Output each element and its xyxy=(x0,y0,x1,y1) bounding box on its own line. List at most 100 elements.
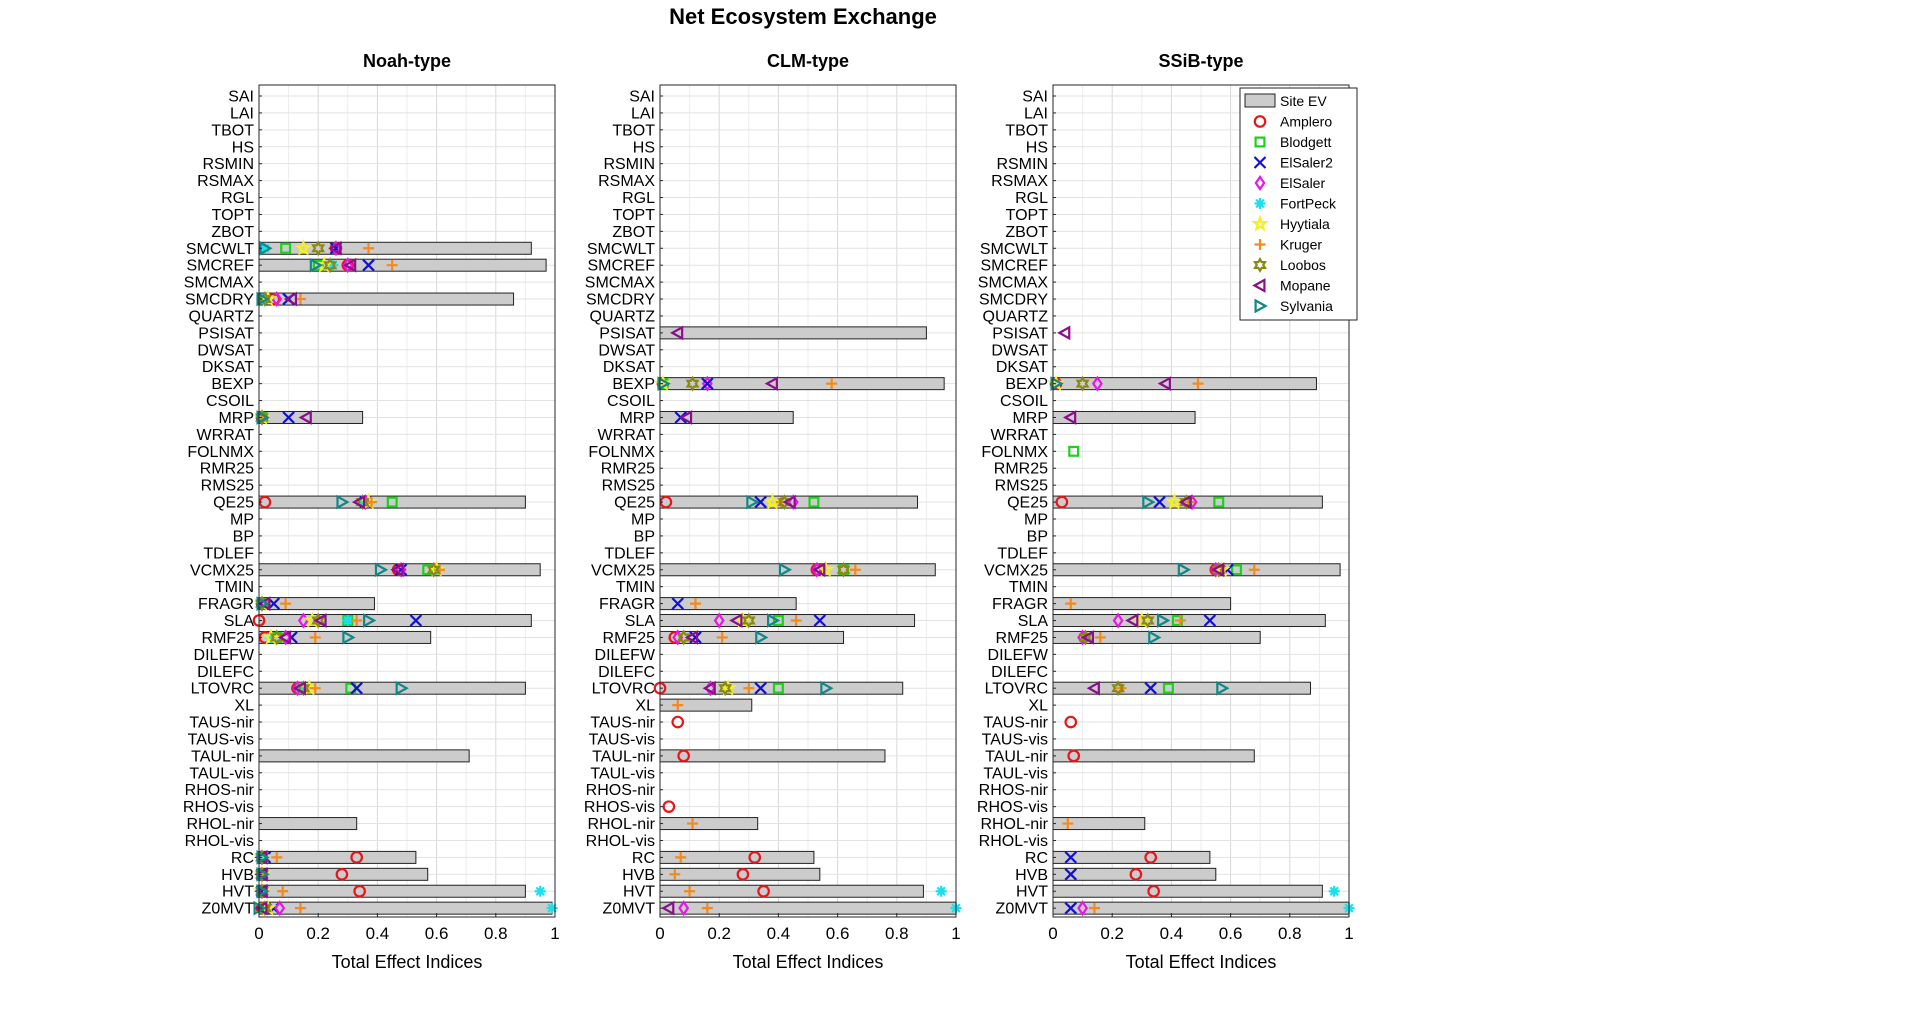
y-tick-label-dilefw: DILEFW xyxy=(194,647,255,664)
figure-title: Net Ecosystem Exchange xyxy=(669,4,937,29)
x-tick-label: 0.8 xyxy=(484,924,508,943)
legend-label-blodgett: Blodgett xyxy=(1280,134,1331,150)
marker-kruger-sla xyxy=(1174,615,1186,627)
y-tick-label-hvt: HVT xyxy=(222,884,254,901)
x-axis-label: Total Effect Indices xyxy=(733,952,884,972)
marker-kruger-sla xyxy=(351,615,363,627)
marker-blodgett-qe25 xyxy=(386,496,398,508)
marker-sylvania-bexp xyxy=(1050,376,1064,392)
y-tick-label-wrrat: WRRAT xyxy=(197,427,255,444)
marker-elsaler-sla xyxy=(1112,612,1124,629)
axes-frame xyxy=(258,84,556,918)
y-tick-label-topt: TOPT xyxy=(1006,207,1049,224)
panel-title: SSiB-type xyxy=(1158,51,1243,71)
marker-amplero-hvt xyxy=(1147,884,1160,898)
y-tick-label-bexp: BEXP xyxy=(1005,376,1048,393)
axes-frame xyxy=(1052,84,1350,918)
marker-kruger-rhol-nir xyxy=(687,818,699,830)
y-tick-label-topt: TOPT xyxy=(613,207,656,224)
y-tick-label-mp: MP xyxy=(230,512,254,529)
marker-kruger-rmf25 xyxy=(309,631,321,643)
marker-amplero-hvb xyxy=(1129,867,1143,881)
marker-elsaler-bexp xyxy=(1091,375,1103,392)
y-tick-label-rc: RC xyxy=(632,850,655,867)
marker-elsaler2-sla xyxy=(1203,614,1217,627)
y-tick-label-ltovrc: LTOVRC xyxy=(191,681,254,698)
marker-blodgett-folnmx xyxy=(1068,445,1080,457)
y-tick-label-dksat: DKSAT xyxy=(202,359,254,376)
legend-marker-elsaler xyxy=(1254,174,1266,192)
y-tick-label-mp: MP xyxy=(1024,512,1048,529)
site-markers xyxy=(653,325,962,917)
x-tick-label: 0.8 xyxy=(885,924,909,943)
bar-smcref xyxy=(258,258,547,272)
marker-mopane-smcdry xyxy=(283,291,298,307)
y-tick-label-rhos-vis: RHOS-vis xyxy=(584,799,655,816)
bar-vcmx25 xyxy=(659,563,936,577)
marker-mopane-ltovrc xyxy=(292,680,306,696)
marker-kruger-smcref xyxy=(386,259,398,271)
y-tick-label-topt: TOPT xyxy=(212,207,255,224)
y-tick-label-xl: XL xyxy=(234,698,254,715)
y-tick-label-smcdry: SMCDRY xyxy=(586,292,655,309)
marker-mopane-z0mvt xyxy=(661,900,675,916)
y-tick-label-ltovrc: LTOVRC xyxy=(592,681,655,698)
marker-sylvania-rc xyxy=(256,850,270,865)
x-tick-label: 0.8 xyxy=(1278,924,1302,943)
y-tick-label-qe25: QE25 xyxy=(213,495,254,512)
y-tick-label-rhol-nir: RHOL-nir xyxy=(980,816,1048,833)
marker-kruger-fragr xyxy=(1065,598,1077,610)
marker-blodgett-ltovrc xyxy=(1162,682,1174,694)
y-tick-label-folnmx: FOLNMX xyxy=(588,444,655,461)
site-markers xyxy=(252,238,558,917)
marker-blodgett-vcmx25 xyxy=(1231,564,1243,576)
marker-amplero-rhos-vis xyxy=(662,800,676,813)
legend-label-elsaler2: ElSaler2 xyxy=(1280,155,1333,171)
legend-swatch-site-ev xyxy=(1244,93,1276,108)
marker-kruger-vcmx25 xyxy=(849,564,861,576)
y-tick-label-rmf25: RMF25 xyxy=(996,630,1049,647)
y-tick-label-rmr25: RMR25 xyxy=(601,461,655,478)
marker-kruger-z0mvt xyxy=(701,902,713,914)
y-tick-label-folnmx: FOLNMX xyxy=(981,444,1048,461)
y-tick-label-tbot: TBOT xyxy=(1005,122,1048,139)
marker-mopane-sla xyxy=(729,613,743,628)
y-tick-label-wrrat: WRRAT xyxy=(991,427,1049,444)
legend-label-loobos: Loobos xyxy=(1280,257,1326,273)
y-tick-label-qe25: QE25 xyxy=(1007,495,1048,512)
y-tick-label-quartz: QUARTZ xyxy=(983,308,1049,325)
marker-kruger-rmf25 xyxy=(716,631,728,643)
y-tick-label-xl: XL xyxy=(635,698,655,715)
marker-mopane-smcref xyxy=(342,257,357,273)
y-tick-label-dilefw: DILEFW xyxy=(988,647,1049,664)
y-tick-label-smcmax: SMCMAX xyxy=(978,275,1049,292)
y-tick-label-vcmx25: VCMX25 xyxy=(591,562,655,579)
y-tick-label-zbot: ZBOT xyxy=(1005,224,1048,241)
marker-elsaler-z0mvt xyxy=(678,900,690,917)
marker-elsaler-sla xyxy=(713,612,725,629)
legend-marker-hyytiala xyxy=(1251,214,1269,232)
y-tick-label-xl: XL xyxy=(1028,698,1048,715)
x-tick-label: 1 xyxy=(1344,924,1353,943)
marker-amplero-taul-nir xyxy=(677,749,691,763)
x-tick-label: 0.6 xyxy=(826,924,850,943)
marker-loobos-sla xyxy=(741,612,756,629)
y-tick-label-dksat: DKSAT xyxy=(603,359,655,376)
marker-kruger-hvt xyxy=(684,885,696,897)
marker-blodgett-smcwlt xyxy=(280,242,292,254)
marker-kruger-fragr xyxy=(690,598,702,610)
marker-fortpeck-smcwlt xyxy=(259,242,271,254)
y-tick-labels: SAILAITBOTHSRSMINRSMAXRGLTOPTZBOTSMCWLTS… xyxy=(584,89,663,918)
y-tick-label-taus-vis: TAUS-vis xyxy=(188,731,254,748)
marker-fortpeck-z0mvt xyxy=(546,902,558,914)
marker-fortpeck-hvt xyxy=(1328,885,1340,897)
y-tick-label-rgl: RGL xyxy=(1015,190,1048,207)
legend-marker-elsaler2 xyxy=(1253,156,1267,169)
marker-kruger-fragr xyxy=(280,598,292,610)
y-tick-label-rhos-nir: RHOS-nir xyxy=(586,782,656,799)
x-tick-label: 1 xyxy=(951,924,960,943)
marker-sylvania-vcmx25 xyxy=(374,562,389,578)
marker-elsaler2-bexp xyxy=(701,377,714,390)
y-tick-label-qe25: QE25 xyxy=(614,495,655,512)
marker-sylvania-bexp xyxy=(657,376,671,392)
